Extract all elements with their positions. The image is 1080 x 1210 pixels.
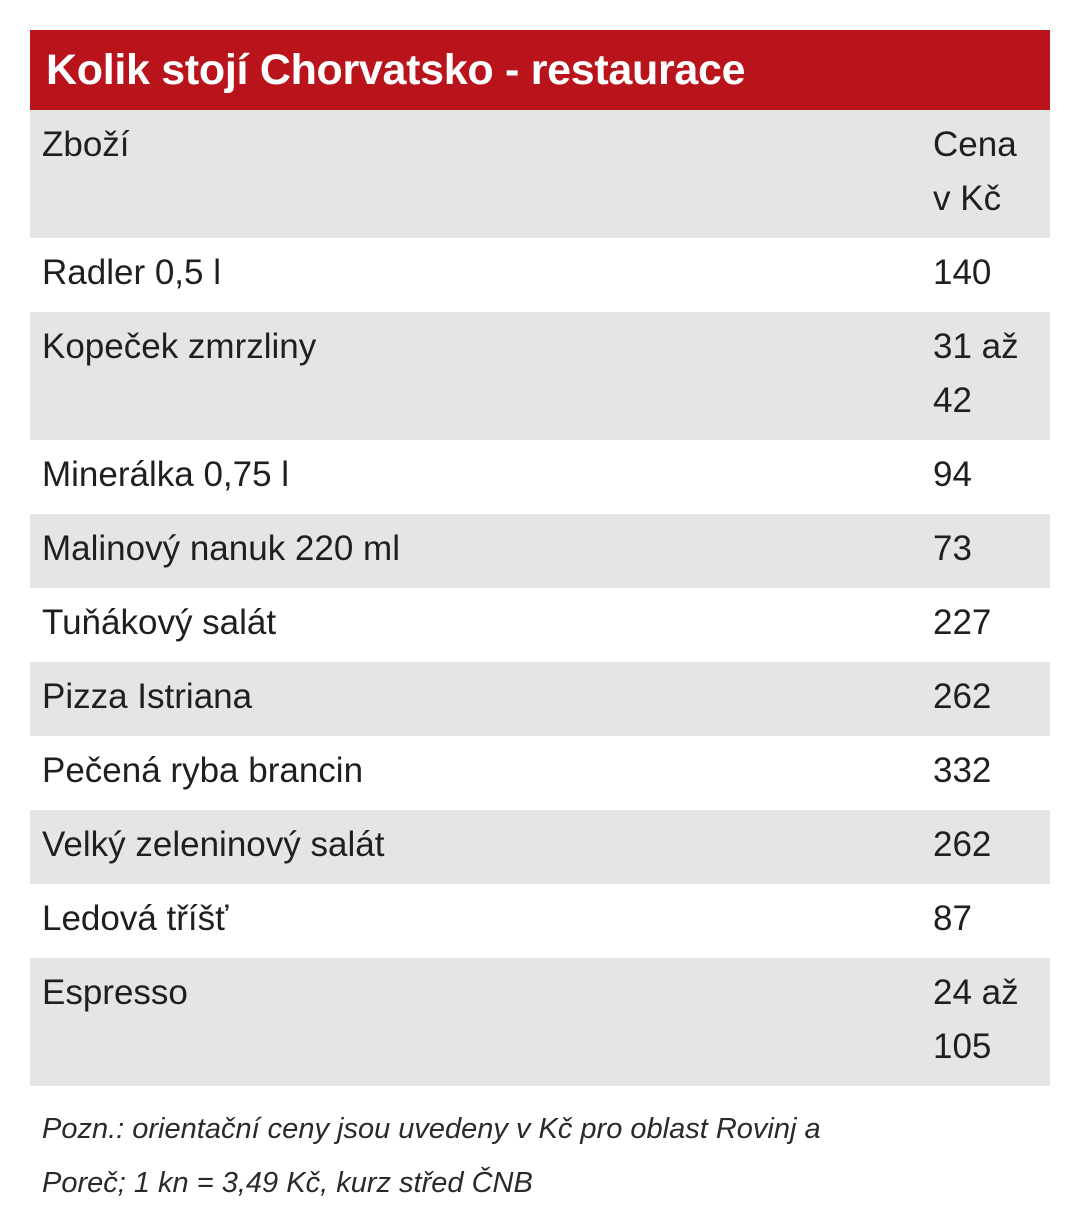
row-price-line2: 42 — [933, 381, 972, 420]
row-item: Radler 0,5 l — [42, 253, 221, 292]
table-row: Radler 0,5 l 140 — [30, 238, 1050, 312]
header-item: Zboží — [42, 125, 130, 164]
row-price-line1: 140 — [933, 253, 992, 292]
table-row: Velký zeleninový salát 262 — [30, 810, 1050, 884]
footnote-line1: Pozn.: orientační ceny jsou uvedeny v Kč… — [42, 1113, 821, 1145]
row-item: Velký zeleninový salát — [42, 825, 385, 864]
row-item: Espresso — [42, 973, 188, 1012]
table-header-row: Zboží Cena v Kč — [30, 110, 1050, 238]
price-table: Zboží Cena v Kč Radler 0,5 l 140 Kopeček… — [30, 110, 1050, 1086]
table-row: Espresso 24 až 105 — [30, 958, 1050, 1086]
footnote: Pozn.: orientační ceny jsou uvedeny v Kč… — [30, 1086, 1050, 1210]
header-price-line1: Cena — [933, 125, 1017, 164]
row-price: 227 — [921, 588, 1050, 662]
row-price-line1: 24 až — [933, 973, 1019, 1012]
title-bar: Kolik stojí Chorvatsko - restaurace — [30, 30, 1050, 110]
row-item: Minerálka 0,75 l — [42, 455, 290, 494]
row-price-line2: 105 — [933, 1027, 992, 1066]
row-item: Pečená ryba brancin — [42, 751, 364, 790]
row-item: Kopeček zmrzliny — [42, 327, 317, 366]
row-price-line1: 262 — [933, 825, 992, 864]
row-price: 262 — [921, 810, 1050, 884]
header-price-line2: v Kč — [933, 179, 1002, 218]
row-item: Ledová tříšť — [42, 899, 229, 938]
row-item: Pizza Istriana — [42, 677, 253, 716]
table-row: Pizza Istriana 262 — [30, 662, 1050, 736]
footnote-line2: Poreč; 1 kn = 3,49 Kč, kurz střed ČNB — [42, 1167, 533, 1199]
table-row: Malinový nanuk 220 ml 73 — [30, 514, 1050, 588]
row-price: 31 až 42 — [921, 312, 1050, 440]
row-price: 262 — [921, 662, 1050, 736]
row-price: 94 — [921, 440, 1050, 514]
row-price-line1: 94 — [933, 455, 972, 494]
header-price: Cena v Kč — [921, 110, 1050, 238]
table-row: Minerálka 0,75 l 94 — [30, 440, 1050, 514]
table-row: Kopeček zmrzliny 31 až 42 — [30, 312, 1050, 440]
row-price-line1: 332 — [933, 751, 992, 790]
row-price-line1: 87 — [933, 899, 972, 938]
row-price: 332 — [921, 736, 1050, 810]
price-table-card: Kolik stojí Chorvatsko - restaurace Zbož… — [30, 30, 1050, 1210]
row-price-line1: 262 — [933, 677, 992, 716]
table-row: Tuňákový salát 227 — [30, 588, 1050, 662]
row-price-line1: 227 — [933, 603, 992, 642]
row-price-line1: 31 až — [933, 327, 1019, 366]
table-title: Kolik stojí Chorvatsko - restaurace — [46, 45, 746, 94]
row-price: 73 — [921, 514, 1050, 588]
row-price: 140 — [921, 238, 1050, 312]
row-item: Tuňákový salát — [42, 603, 277, 642]
table-row: Pečená ryba brancin 332 — [30, 736, 1050, 810]
row-price: 87 — [921, 884, 1050, 958]
row-item: Malinový nanuk 220 ml — [42, 529, 400, 568]
row-price-line1: 73 — [933, 529, 972, 568]
table-row: Ledová tříšť 87 — [30, 884, 1050, 958]
row-price: 24 až 105 — [921, 958, 1050, 1086]
